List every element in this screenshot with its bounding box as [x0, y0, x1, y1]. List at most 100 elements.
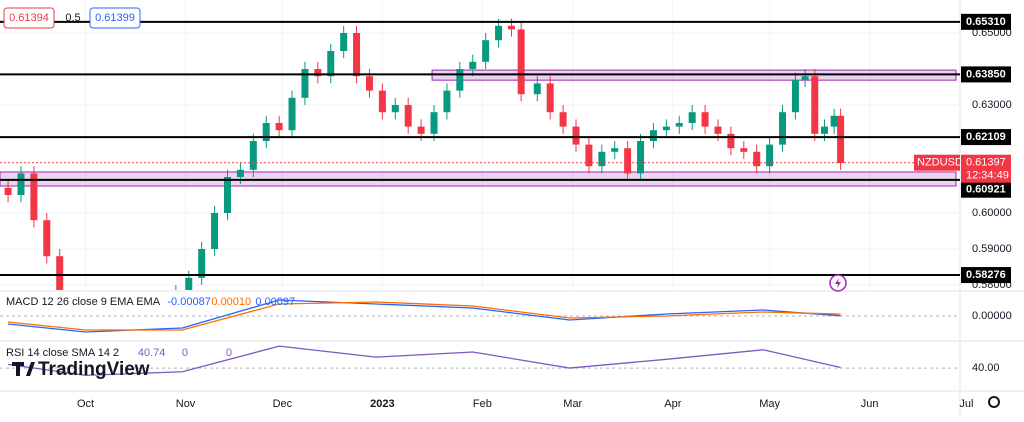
candle-body [223, 177, 231, 214]
y-tick-label: 0.63000 [972, 99, 1012, 111]
candle-body [185, 277, 193, 290]
candle-body [353, 33, 361, 77]
candle-body [649, 130, 657, 142]
x-tick-label: 2023 [370, 398, 394, 410]
level-label-box [961, 181, 1011, 198]
candle-body [301, 69, 309, 98]
candle-body [249, 141, 257, 170]
candle-body [820, 126, 828, 134]
candle-body [30, 173, 38, 221]
brand: TradingView [38, 359, 150, 380]
indicator-value: 0 [226, 347, 232, 359]
candle-body [404, 105, 412, 127]
candle-body [378, 90, 386, 113]
brand-logo [12, 362, 35, 376]
candle-body [837, 115, 845, 163]
candle-body [830, 115, 838, 127]
candle-body [430, 112, 438, 134]
candle-body [701, 112, 709, 127]
candle-body [801, 76, 809, 80]
candle-body [507, 25, 515, 30]
indicator-value: 0.00097 [255, 296, 295, 308]
candle-body [533, 83, 541, 95]
candle-body [391, 105, 399, 113]
indicator-line [8, 301, 841, 331]
candle-body [714, 126, 722, 134]
y-tick-label: 0.65000 [972, 27, 1012, 39]
candle-body [662, 126, 670, 131]
x-tick-label: Apr [664, 398, 681, 410]
x-tick-label: Nov [176, 398, 196, 410]
candle-body [482, 40, 490, 62]
candle-body [417, 126, 425, 134]
candle-body [546, 83, 554, 113]
bid: 0.61394 [9, 12, 49, 24]
candle-body [559, 112, 567, 127]
candle-body [791, 79, 799, 113]
indicator-tick-label: 40.00 [972, 362, 1000, 374]
candle-body [314, 69, 322, 77]
countdown: 12:34:49 [966, 170, 1009, 182]
candle-body [753, 151, 761, 167]
level-label: 0.58276 [966, 269, 1006, 281]
indicator-value: 40.74 [138, 347, 166, 359]
candle-body [262, 123, 270, 142]
indicator-name: MACD 12 26 close 9 EMA EMA [6, 296, 161, 308]
candle-body [288, 97, 296, 131]
ask-box[interactable] [89, 7, 141, 29]
indicator-value: 0 [182, 347, 188, 359]
x-tick-label: Oct [77, 398, 94, 410]
alert-icon-glyph [835, 278, 841, 288]
ask: 0.61399 [95, 12, 135, 24]
candle-body [624, 148, 632, 174]
indicator-name: RSI 14 close SMA 14 2 [6, 347, 119, 359]
x-tick-label: Dec [273, 398, 293, 410]
candle-body [688, 112, 696, 124]
y-tick-label: 0.60000 [972, 207, 1012, 219]
candle-body [275, 123, 283, 131]
candle-body [811, 76, 819, 134]
candle-body [340, 33, 348, 52]
x-tick-label: Feb [473, 398, 492, 410]
candle-body [779, 112, 787, 145]
level-label-box [961, 267, 1011, 284]
candle-body [727, 133, 735, 149]
candle-body [327, 51, 335, 77]
level-label: 0.63850 [966, 68, 1006, 80]
candle-body [365, 76, 373, 91]
bid-box[interactable] [3, 7, 55, 29]
spread: 0.5 [65, 12, 80, 24]
x-tick-label: Mar [563, 398, 582, 410]
candle-body [740, 148, 748, 152]
x-tick-label: Jun [861, 398, 879, 410]
candle-body [611, 148, 619, 152]
candle-body [675, 123, 683, 127]
candle-body [198, 248, 206, 278]
candle-body [517, 29, 525, 95]
last-price: 0.61397 [966, 157, 1006, 169]
candle-body [598, 151, 606, 167]
symbol: NZDUSD [917, 157, 963, 169]
candle-body [443, 90, 451, 113]
candle-body [43, 220, 51, 257]
candle-body [572, 126, 580, 145]
candle-body [469, 61, 477, 70]
candle-body [211, 213, 219, 249]
candle-body [147, 328, 154, 346]
candle-body [637, 141, 645, 174]
level-label-box [961, 129, 1011, 146]
symbol-box [914, 154, 960, 171]
candle-body [56, 256, 64, 290]
candle-body [585, 144, 593, 167]
candle-body [17, 173, 25, 196]
level-label: 0.65310 [966, 16, 1006, 28]
level-label-box [961, 13, 1011, 30]
settings-icon[interactable] [988, 396, 1000, 408]
indicator-line [7, 345, 841, 377]
candle-body [236, 169, 244, 178]
level-label: 0.62109 [966, 131, 1006, 143]
indicator-value: 0.00010 [211, 296, 251, 308]
level-label-box [961, 66, 1011, 83]
y-tick-label: 0.59000 [972, 243, 1012, 255]
